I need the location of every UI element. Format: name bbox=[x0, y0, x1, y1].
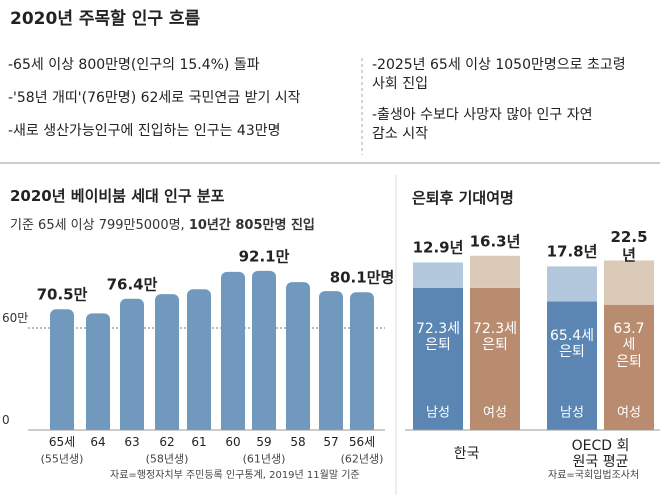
x-tick-label: 64 bbox=[90, 435, 106, 450]
bar-base bbox=[252, 422, 276, 430]
subtitle: 기준 65세 이상 799만5000명, bbox=[10, 218, 189, 233]
bar-segment bbox=[547, 266, 597, 302]
chart-subtitle: 기준 65세 이상 799만5000명, 10년간 805만명 진입 bbox=[10, 217, 315, 235]
x-tick-label: 65세 bbox=[48, 435, 76, 450]
summary-item: -2025년 65세 이상 1050만명으로 초고령 사회 진입 bbox=[372, 57, 626, 92]
bar bbox=[252, 270, 276, 430]
x-tick-label: 57 bbox=[323, 435, 339, 450]
summary-item: -'58년 개띠'(76만명) 62세로 국민연금 받기 시작 bbox=[8, 90, 301, 106]
x-tick-label: 62 bbox=[159, 435, 175, 450]
bar-base bbox=[120, 422, 144, 430]
value-label: 16.3년 bbox=[469, 232, 521, 251]
bar-segment bbox=[547, 301, 597, 430]
value-label: 63.7세 은퇴 bbox=[613, 321, 645, 370]
x-tick-label: 58 bbox=[290, 435, 306, 450]
value-label: 22.5년 bbox=[610, 228, 648, 264]
bar-base bbox=[86, 422, 110, 430]
value-label: 17.8년 bbox=[546, 242, 598, 261]
bar-base bbox=[221, 422, 245, 430]
bar bbox=[50, 309, 74, 430]
value-label: 70.5만 bbox=[36, 285, 88, 304]
bar bbox=[120, 298, 144, 430]
bar-segment bbox=[413, 262, 463, 288]
bar bbox=[319, 291, 343, 430]
value-label: 72.3세 은퇴 bbox=[472, 320, 518, 353]
value-label: 92.1만 bbox=[238, 247, 290, 266]
bar-label: 남성 bbox=[426, 405, 450, 421]
bar-label: 여성 bbox=[483, 405, 507, 421]
value-label: 72.3세 은퇴 bbox=[415, 320, 461, 353]
summary-item: -65세 이상 800만명(인구의 15.4%) 돌파 bbox=[8, 57, 260, 73]
chart-title: 2020년 베이비붐 세대 인구 분포 bbox=[10, 187, 225, 205]
bar-segment bbox=[470, 255, 520, 288]
summary-title: 2020년 주목할 인구 흐름 bbox=[10, 9, 201, 29]
summary-item: -새로 생산가능인구에 진입하는 인구는 43만명 bbox=[8, 123, 281, 139]
x-tick-label: 63 bbox=[124, 435, 140, 450]
x-tick-label: 61 bbox=[191, 435, 207, 450]
value-label: 80.1만명 bbox=[329, 268, 395, 287]
subtitle-emphasis: 10년간 805만명 진입 bbox=[188, 218, 315, 233]
group-label: 한국 bbox=[453, 445, 480, 462]
bar bbox=[350, 292, 374, 430]
bar bbox=[86, 313, 110, 430]
bar-base bbox=[350, 422, 374, 430]
bar bbox=[155, 294, 179, 430]
bar-segment bbox=[413, 287, 463, 430]
bar-segment bbox=[604, 260, 654, 305]
x-tick-label: 56세 bbox=[348, 435, 376, 450]
bar-base bbox=[187, 422, 211, 430]
bar-base bbox=[319, 422, 343, 430]
value-label: 65.4세 은퇴 bbox=[549, 327, 595, 360]
x-tick-note: (58년생) bbox=[145, 452, 189, 466]
group-label: OECD 회원국 평균 bbox=[571, 437, 630, 470]
value-label: 76.4만 bbox=[106, 275, 158, 294]
x-tick-label: 59 bbox=[256, 435, 272, 450]
source: 자료=국회입법조사처 bbox=[548, 470, 640, 481]
bar bbox=[221, 271, 245, 430]
x-tick-label: 60 bbox=[225, 435, 241, 450]
bar-base bbox=[155, 422, 179, 430]
bar-segment bbox=[470, 287, 520, 430]
chart-title: 은퇴후 기대여명 bbox=[412, 189, 514, 207]
bar-label: 남성 bbox=[560, 405, 584, 421]
bar bbox=[187, 289, 211, 430]
x-tick-note: (61년생) bbox=[242, 452, 286, 466]
y-tick-label: 0 bbox=[2, 413, 10, 427]
x-tick-note: (62년생) bbox=[340, 452, 384, 466]
source: 자료=행정자치부 주민등록 인구통계, 2019년 11월말 기준 bbox=[110, 470, 360, 481]
summary-item: -출생아 수보다 사망자 많아 인구 자연 감소 시작 bbox=[372, 107, 593, 142]
x-tick-note: (55년생) bbox=[40, 452, 84, 466]
bar-segment bbox=[604, 304, 654, 430]
y-tick-label: 60만 bbox=[2, 311, 29, 325]
value-label: 12.9년 bbox=[412, 238, 464, 257]
bar-base bbox=[286, 422, 310, 430]
bar-base bbox=[50, 422, 74, 430]
bar-label: 여성 bbox=[617, 405, 641, 421]
bar bbox=[286, 282, 310, 430]
